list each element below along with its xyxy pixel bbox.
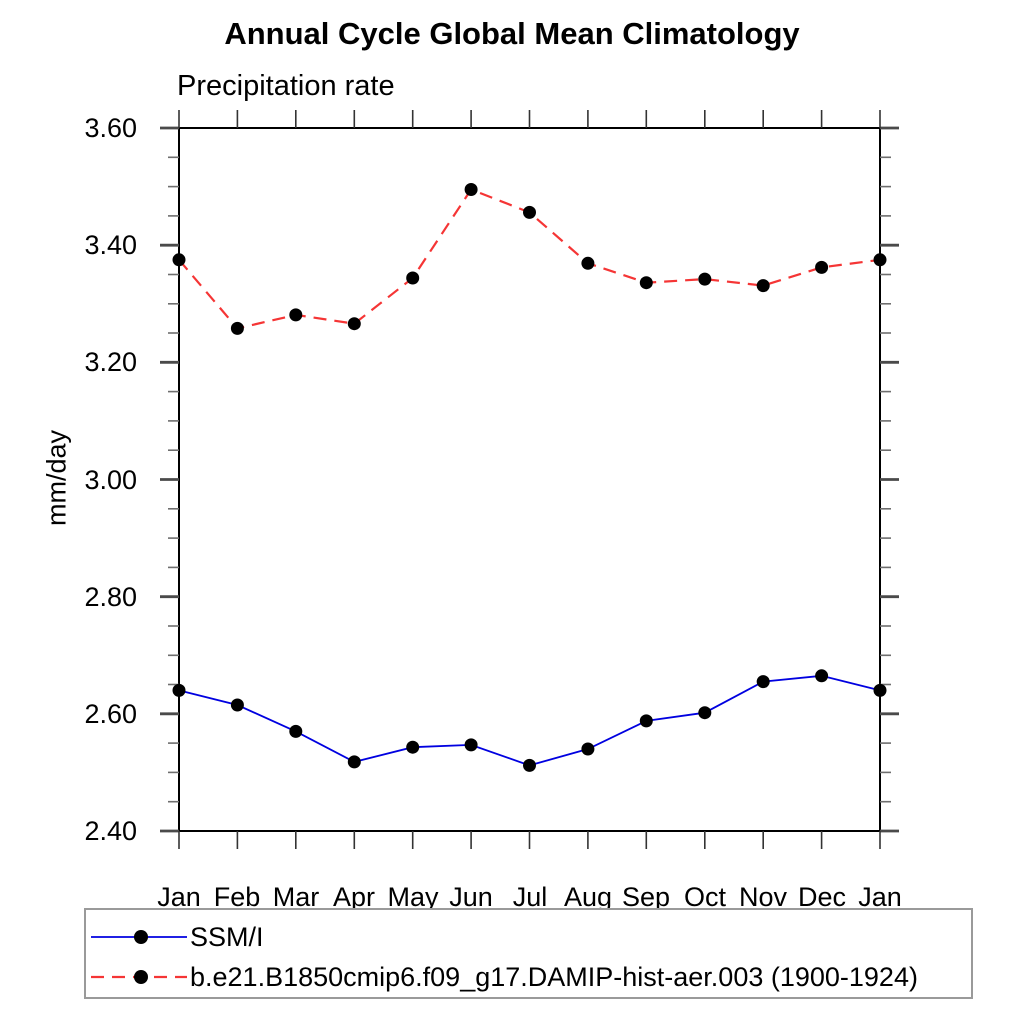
x-tick-label: Apr — [332, 882, 376, 912]
x-tick-label: Jan — [157, 882, 201, 912]
x-tick-label: Mar — [272, 882, 320, 912]
x-tick-label: Jun — [449, 882, 493, 912]
data-point-marker — [172, 683, 186, 697]
x-tick-label: May — [387, 882, 439, 912]
data-point-marker — [172, 253, 186, 267]
x-tick-label: Sep — [621, 882, 671, 912]
x-tick-label: Dec — [797, 882, 846, 912]
data-point-marker — [756, 279, 770, 293]
y-tick-label: 3.00 — [84, 465, 137, 495]
y-tick-label: 2.40 — [84, 816, 137, 846]
y-tick-label: 3.40 — [84, 230, 137, 260]
data-point-marker — [639, 276, 653, 290]
data-point-marker — [464, 738, 478, 752]
data-point-marker — [523, 205, 536, 219]
data-point-marker — [698, 706, 712, 720]
model-line-swatch — [91, 970, 187, 984]
chart-title: Annual Cycle Global Mean Climatology — [224, 16, 800, 51]
x-tick-label: Feb — [213, 882, 261, 912]
y-tick-label: 3.60 — [84, 113, 137, 143]
data-point-marker — [406, 740, 420, 754]
data-point-marker — [230, 321, 244, 335]
data-point-marker — [698, 272, 712, 286]
data-point-marker — [873, 683, 887, 697]
legend-marker-sample — [134, 930, 148, 944]
data-point-marker — [464, 183, 478, 196]
x-tick-label: Jul — [512, 882, 548, 912]
x-tick-label: Jan — [858, 882, 902, 912]
data-point-marker — [815, 669, 829, 683]
data-point-marker — [756, 675, 770, 689]
data-point-marker — [347, 317, 361, 331]
legend-label-ssmi: SSM/I — [190, 921, 264, 952]
legend-marker-sample — [134, 970, 148, 984]
data-point-marker — [289, 724, 303, 738]
chart-subtitle: Precipitation rate — [177, 70, 395, 102]
legend-box: SSM/I b.e21.B1850cmip6.f09_g17.DAMIP-his… — [84, 908, 973, 999]
data-point-marker — [639, 714, 653, 728]
x-tick-label: Oct — [683, 882, 726, 912]
data-point-marker — [581, 742, 595, 756]
y-tick-label: 2.60 — [84, 699, 137, 729]
legend-item-model: b.e21.B1850cmip6.f09_g17.DAMIP-hist-aer.… — [86, 961, 971, 992]
data-point-marker — [230, 698, 244, 712]
legend-item-ssmi: SSM/I — [86, 921, 971, 952]
data-point-marker — [347, 755, 361, 769]
data-point-marker — [406, 271, 420, 285]
legend-label-model: b.e21.B1850cmip6.f09_g17.DAMIP-hist-aer.… — [190, 961, 918, 992]
data-point-marker — [873, 253, 887, 267]
ssmi-line-swatch — [91, 930, 187, 944]
x-tick-label: Nov — [738, 882, 787, 912]
data-point-marker — [815, 260, 829, 274]
y-tick-label: 2.80 — [84, 582, 137, 612]
series-line-0 — [178, 674, 881, 767]
x-tick-label: Aug — [563, 882, 613, 912]
data-point-marker — [581, 256, 595, 270]
data-point-marker — [523, 758, 536, 772]
data-point-marker — [289, 308, 303, 322]
y-tick-label: 3.20 — [84, 347, 137, 377]
